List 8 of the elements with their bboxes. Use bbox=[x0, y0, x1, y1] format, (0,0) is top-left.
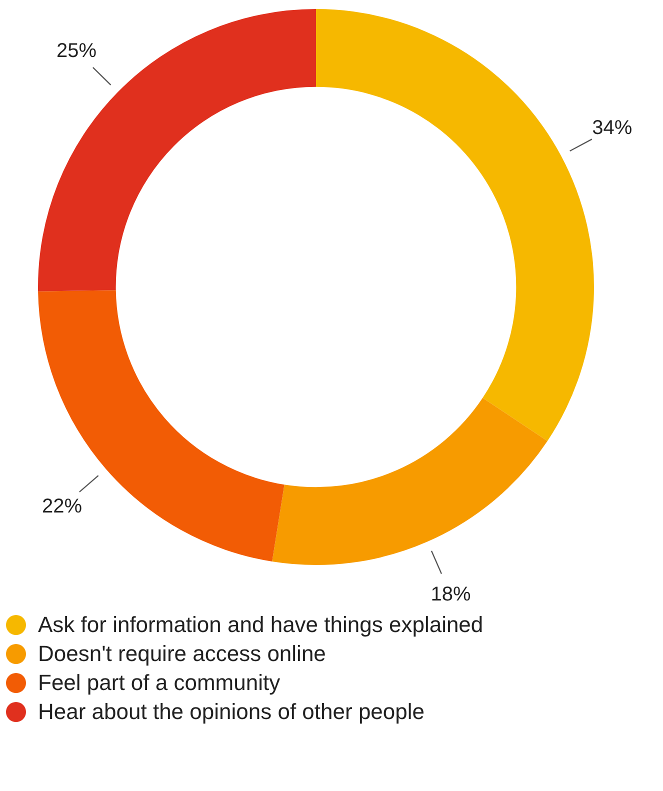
legend-label: Feel part of a community bbox=[38, 669, 280, 697]
data-label: 22% bbox=[42, 496, 82, 518]
legend-label: Ask for information and have things explained bbox=[38, 611, 484, 639]
data-label: 25% bbox=[56, 40, 97, 62]
legend-label: Hear about the opinions of other people bbox=[38, 698, 425, 726]
data-label: 34% bbox=[592, 116, 632, 139]
legend-label: Doesn't require access online bbox=[38, 640, 326, 668]
data-label: 18% bbox=[430, 583, 471, 606]
